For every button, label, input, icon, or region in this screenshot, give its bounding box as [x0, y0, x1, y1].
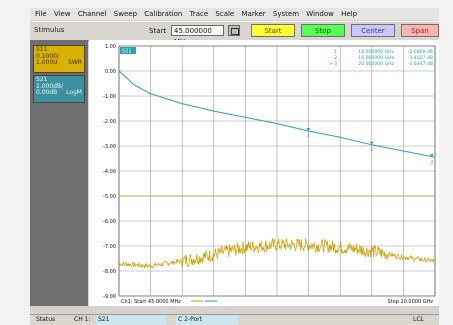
- marker-number: 3: [430, 159, 433, 165]
- active-trace-badge: [120, 47, 136, 54]
- marker-value: -3.6447 dB: [408, 61, 433, 67]
- menu-bar: File View Channel Sweep Calibration Trac…: [30, 8, 439, 20]
- menu-channel[interactable]: Channel: [77, 10, 107, 18]
- status-label: Status: [36, 316, 56, 323]
- footer-stop: Stop 20.0000 GHz: [388, 299, 434, 305]
- keypad-icon[interactable]: [228, 25, 240, 36]
- start-button[interactable]: Start: [251, 24, 295, 37]
- menu-view[interactable]: View: [53, 10, 71, 18]
- active-trace-label: S21: [122, 49, 132, 55]
- y-tick-label: -7.00: [103, 244, 116, 250]
- trace-s11-scale: 0.1000/: [36, 53, 60, 60]
- menu-marker[interactable]: Marker: [241, 10, 266, 18]
- marker-id: 1: [334, 49, 337, 55]
- status-parameter: S21: [96, 315, 166, 325]
- y-tick-label: -3.00: [103, 144, 116, 150]
- marker-freq: 12.000000 GHz: [358, 49, 394, 55]
- y-tick-label: -9.00: [103, 294, 116, 300]
- menu-trace[interactable]: Trace: [189, 10, 209, 18]
- menu-system[interactable]: System: [272, 10, 300, 18]
- trace-s21-line: [118, 70, 436, 158]
- menu-scale[interactable]: Scale: [215, 10, 235, 18]
- marker-triangle: [429, 154, 434, 158]
- trace-s21-ref: 0.00dB: [36, 89, 58, 96]
- vna-window: File View Channel Sweep Calibration Trac…: [30, 8, 439, 325]
- menu-help[interactable]: Help: [341, 10, 358, 18]
- marker-freq: 20.000000 GHz: [358, 61, 394, 67]
- marker-number: 2: [370, 147, 373, 153]
- trace-s11-box[interactable]: S11 0.1000/ 1.000U SWR: [33, 45, 85, 73]
- trace-s21-scale: 1.000dB/: [36, 83, 64, 90]
- stimulus-toolbar: Stimulus Start 45.000000 MHz Start Stop …: [30, 21, 439, 46]
- footer-start: Ch1: Start 45.0000 MHz: [121, 299, 181, 305]
- trace-s21-format: LogM: [66, 89, 82, 96]
- y-tick-label: -1.00: [103, 94, 116, 100]
- y-tick-label: 0.00: [105, 69, 116, 75]
- y-tick-label: -6.00: [103, 219, 116, 225]
- menu-file[interactable]: File: [35, 10, 47, 18]
- trace-s11-ref: 1.000U: [36, 59, 58, 66]
- menu-sweep[interactable]: Sweep: [113, 10, 138, 18]
- marker-value: -3.4027 dB: [408, 55, 433, 61]
- status-channel: CH 1:: [74, 316, 91, 323]
- stimulus-label: Stimulus: [34, 26, 65, 34]
- start-frequency-input[interactable]: 45.000000 MHz: [171, 25, 224, 46]
- span-button[interactable]: Span: [401, 24, 439, 37]
- y-tick-label: -4.00: [103, 169, 116, 175]
- marker-id: > 3: [329, 61, 337, 67]
- y-tick-label: -5.00: [103, 194, 116, 200]
- y-tick-label: 1.00: [105, 44, 116, 50]
- trace-s11-line: [118, 237, 436, 269]
- measurement-plot[interactable]: 1.00 0.00 -1.00 -2.00 -3.00 -4.00 -5.00 -6.00 -7…: [89, 40, 439, 306]
- menu-window[interactable]: Window: [306, 10, 334, 18]
- menu-calibration[interactable]: Calibration: [144, 10, 183, 18]
- status-bar: Status CH 1: S21 C 2-Port LCL: [30, 314, 439, 325]
- marker-number: 1: [307, 133, 310, 139]
- trace-s11-name: S11: [36, 46, 48, 53]
- marker-triangle: [369, 141, 374, 145]
- trace-s11-format: SWR: [68, 59, 82, 66]
- status-calibration: C 2-Port: [176, 315, 238, 325]
- marker-freq: 16.000000 GHz: [358, 55, 394, 61]
- trace-s21-box[interactable]: S21 1.000dB/ 0.00dB LogM: [33, 75, 85, 103]
- y-tick-label: -8.00: [103, 269, 116, 275]
- marker-id: 2: [334, 55, 337, 61]
- center-button[interactable]: Center: [351, 24, 395, 37]
- start-field-label: Start: [149, 27, 167, 35]
- marker-value: -2.6868 dB: [408, 49, 433, 55]
- status-local: LCL: [413, 316, 424, 323]
- trace-s21-name: S21: [36, 76, 48, 83]
- plot-svg: 1.00 0.00 -1.00 -2.00 -3.00 -4.00 -5.00 -6.00 -7…: [103, 44, 436, 305]
- marker-triangle: [306, 128, 311, 131]
- y-tick-label: -2.00: [103, 119, 116, 125]
- trace-status-panel: S11 0.1000/ 1.000U SWR S21 1.000dB/ 0.00d…: [30, 40, 88, 306]
- stop-button[interactable]: Stop: [301, 24, 345, 37]
